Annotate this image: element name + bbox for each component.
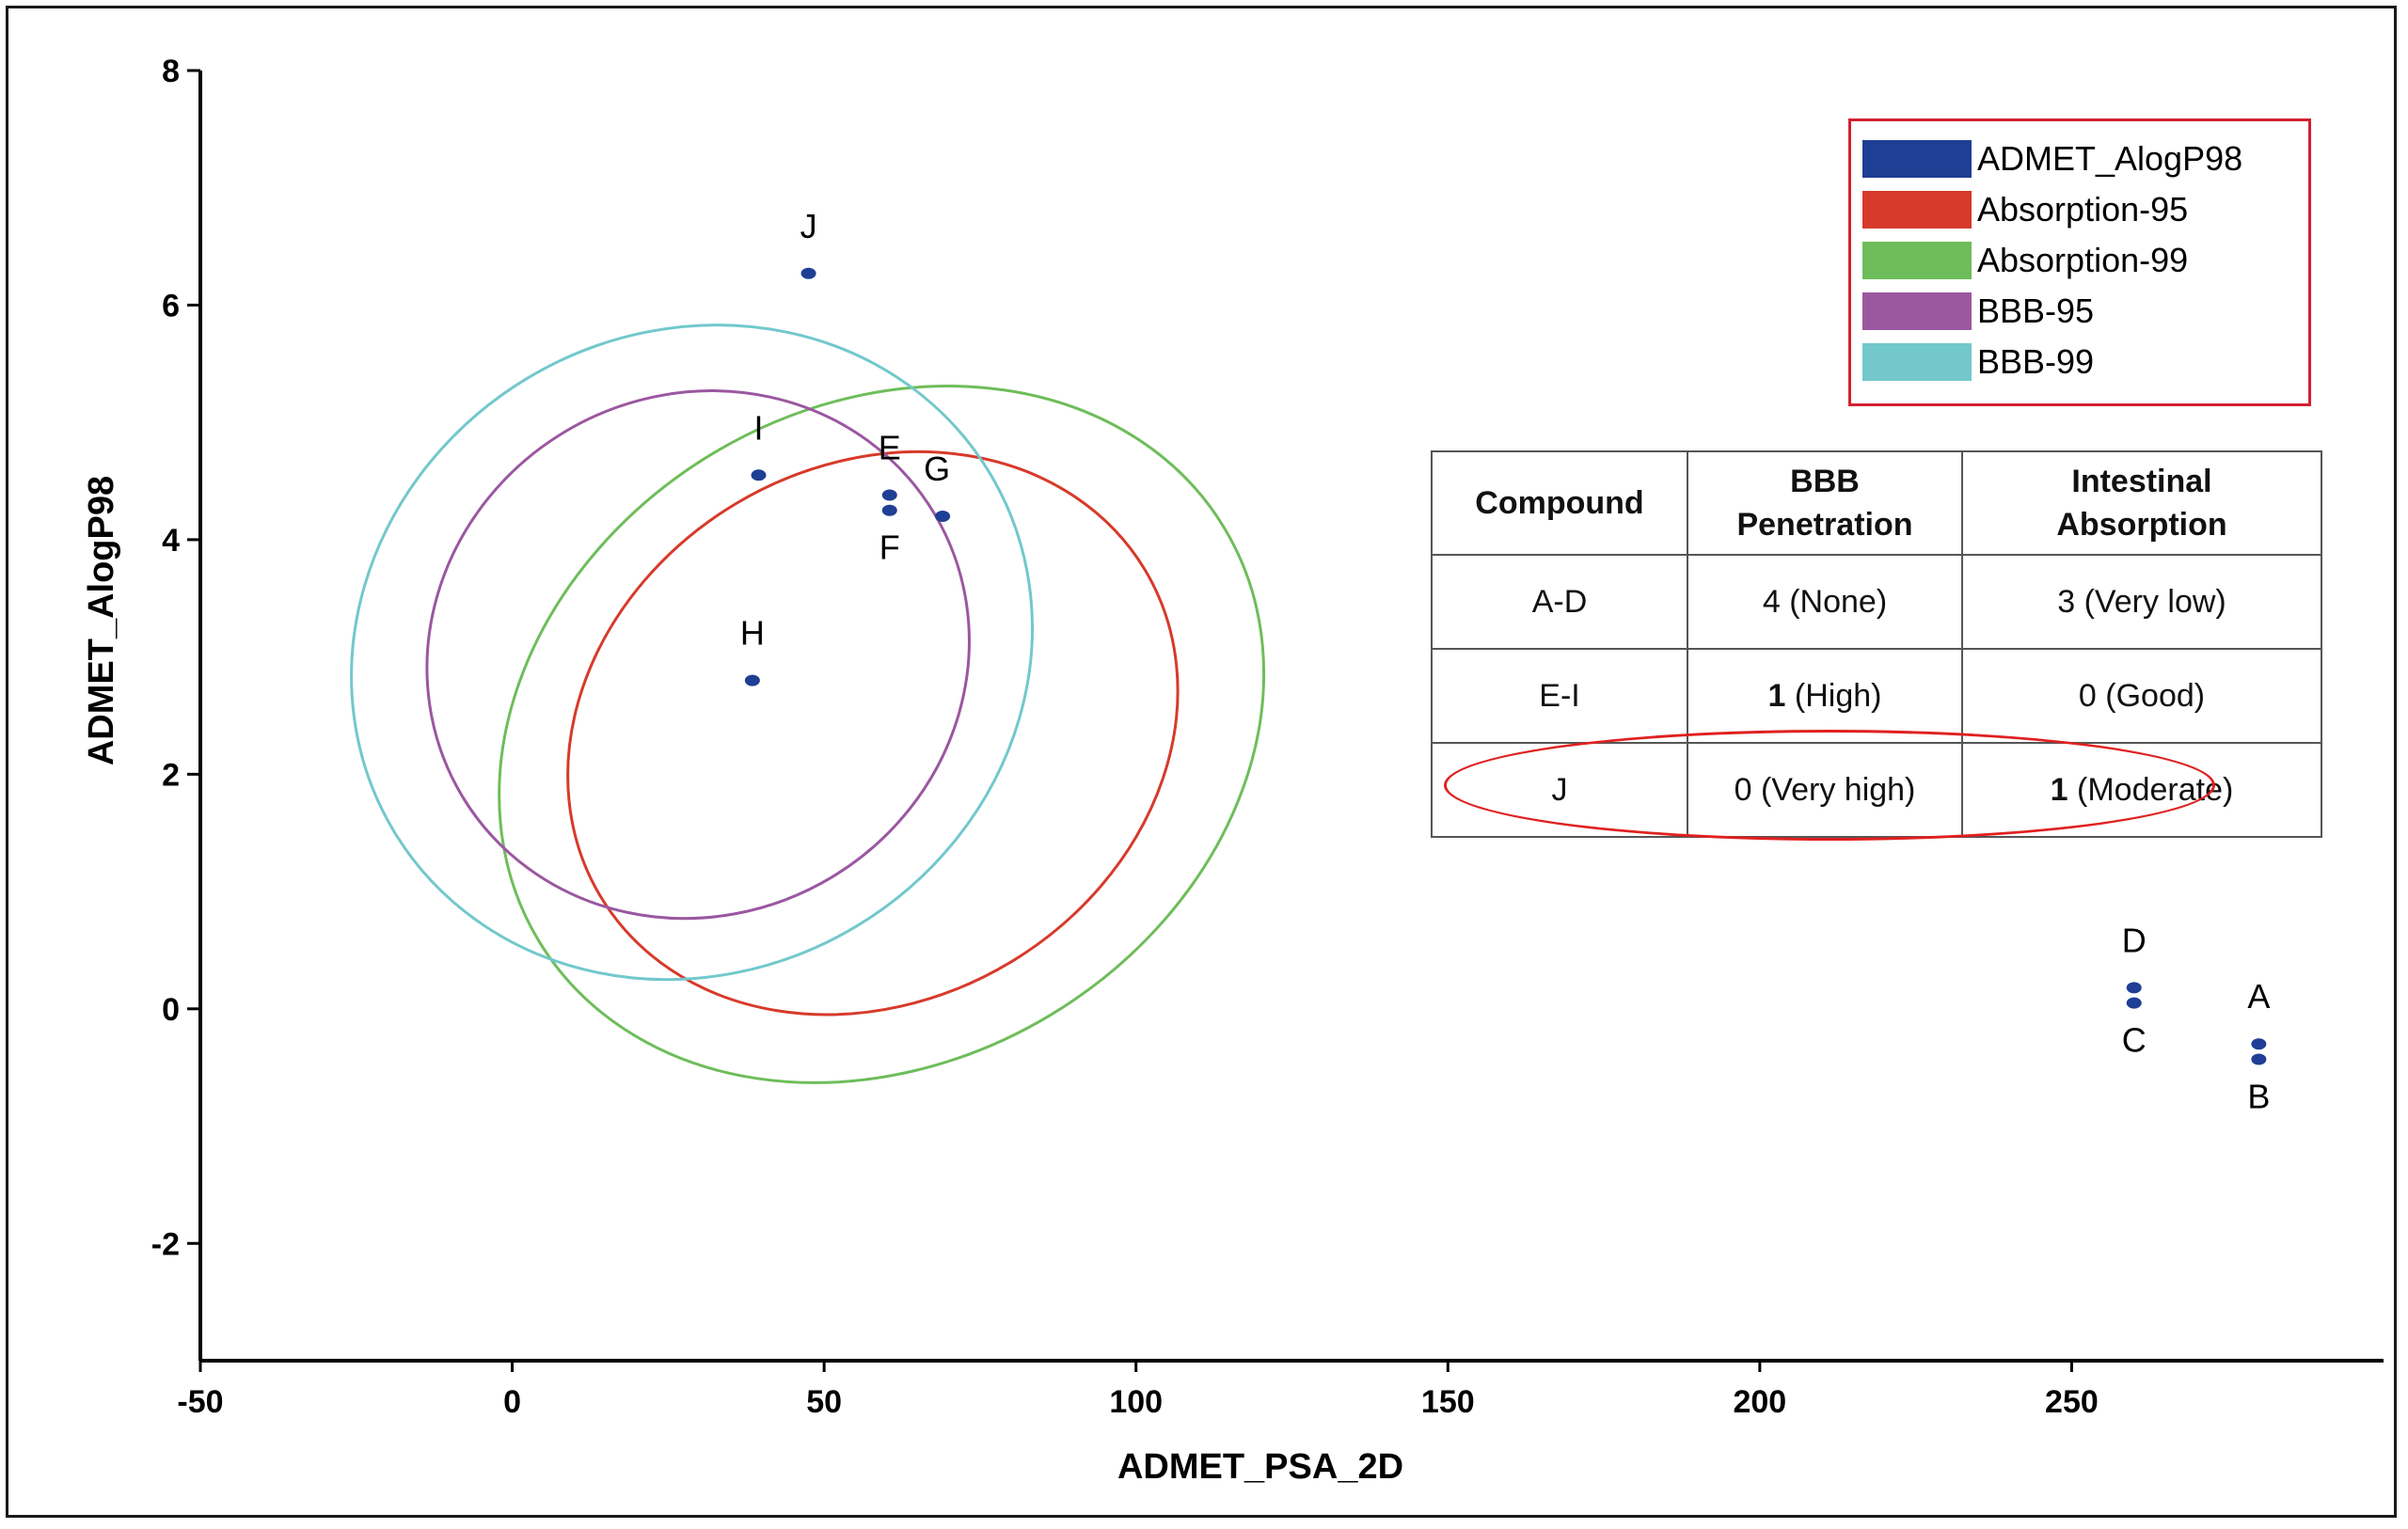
- legend-item: ADMET_AlogP98: [1862, 138, 2242, 180]
- legend-swatch: [1862, 140, 1972, 178]
- header-bbb: BBB Penetration: [1687, 450, 1963, 556]
- table-header-row: Compound BBB Penetration Intestinal Abso…: [1431, 450, 2322, 556]
- point-F: [881, 504, 897, 516]
- legend-item: Absorption-99: [1862, 240, 2188, 281]
- legend-item: Absorption-95: [1862, 189, 2188, 230]
- x-axis-title: ADMET_PSA_2D: [1117, 1447, 1403, 1487]
- y-tick-label: -2: [151, 1226, 180, 1262]
- legend-label: BBB-99: [1977, 342, 2095, 381]
- y-tick-label: 2: [162, 757, 180, 793]
- cell-absorption: 0 (Good): [1961, 648, 2322, 744]
- point-label-B: B: [2247, 1077, 2270, 1115]
- ellipse-absorption-95: [566, 449, 1180, 1017]
- legend-swatch: [1862, 242, 1972, 279]
- legend-swatch: [1862, 191, 1972, 229]
- x-tick-label: 200: [1733, 1384, 1786, 1420]
- point-A: [2251, 1038, 2267, 1050]
- figure-frame: [6, 6, 2397, 1518]
- point-label-F: F: [879, 528, 900, 567]
- cell-compound: E-I: [1431, 648, 1688, 744]
- point-D: [2126, 982, 2142, 994]
- ellipse-absorption-99: [498, 385, 1266, 1084]
- cell-bbb: 4 (None): [1687, 554, 1963, 650]
- point-I: [751, 469, 767, 481]
- legend-label: ADMET_AlogP98: [1977, 139, 2243, 178]
- point-label-D: D: [2122, 921, 2147, 959]
- cell-absorption: 3 (Very low): [1961, 554, 2322, 650]
- point-label-H: H: [740, 614, 765, 653]
- legend-item: BBB-95: [1862, 291, 2094, 332]
- header-compound: Compound: [1431, 450, 1688, 556]
- cell-bbb: 1 (High): [1687, 648, 1963, 744]
- legend-label: Absorption-95: [1977, 190, 2189, 229]
- ellipse-layer: [350, 323, 1266, 1084]
- legend-item: BBB-99: [1862, 341, 2094, 383]
- table-row: J 0 (Very high) 1 (Moderate): [1431, 742, 2322, 838]
- point-J: [800, 267, 816, 279]
- header-absorption: Intestinal Absorption: [1961, 450, 2322, 556]
- y-tick-label: 8: [162, 54, 180, 89]
- x-tick-label: 100: [1109, 1384, 1163, 1420]
- ellipse-bbb-95: [425, 389, 971, 921]
- y-axis-title: ADMET_AlogP98: [82, 476, 121, 765]
- axis-layer: -50 0 50 100 150 200 250 -2 0 2 4 6 8: [151, 54, 2384, 1420]
- x-tick-label: 150: [1421, 1384, 1475, 1420]
- point-E: [881, 489, 897, 501]
- table-row: E-I 1 (High) 0 (Good): [1431, 648, 2322, 744]
- x-tick-label: 250: [2045, 1384, 2099, 1420]
- point-label-A: A: [2247, 977, 2270, 1016]
- point-label-G: G: [924, 449, 950, 488]
- point-H: [744, 674, 760, 686]
- x-tick-label: -50: [177, 1384, 223, 1420]
- cell-compound: A-D: [1431, 554, 1688, 650]
- y-tick-label: 0: [162, 992, 180, 1028]
- legend-swatch: [1862, 292, 1972, 330]
- point-B: [2251, 1053, 2267, 1065]
- point-layer: A B C D E F G H I J: [740, 207, 2270, 1116]
- admet-table: Compound BBB Penetration Intestinal Abso…: [1431, 450, 2322, 838]
- y-tick-label: 4: [162, 523, 180, 559]
- x-tick-label: 50: [806, 1384, 842, 1420]
- point-label-I: I: [754, 408, 764, 447]
- point-label-J: J: [800, 207, 817, 245]
- legend-label: BBB-95: [1977, 292, 2095, 330]
- legend-label: Absorption-99: [1977, 241, 2189, 279]
- legend-swatch: [1862, 343, 1972, 381]
- cell-compound: J: [1431, 742, 1688, 838]
- table-row: A-D 4 (None) 3 (Very low): [1431, 554, 2322, 650]
- point-label-E: E: [879, 429, 901, 467]
- ellipse-bbb-99: [350, 323, 1034, 982]
- cell-absorption: 1 (Moderate): [1961, 742, 2322, 838]
- x-tick-label: 0: [503, 1384, 521, 1420]
- legend: ADMET_AlogP98 Absorption-95 Absorption-99 B…: [1848, 118, 2311, 406]
- y-tick-label: 6: [162, 288, 180, 323]
- point-C: [2126, 997, 2142, 1009]
- point-label-C: C: [2122, 1021, 2147, 1060]
- point-G: [935, 510, 951, 522]
- cell-bbb: 0 (Very high): [1687, 742, 1963, 838]
